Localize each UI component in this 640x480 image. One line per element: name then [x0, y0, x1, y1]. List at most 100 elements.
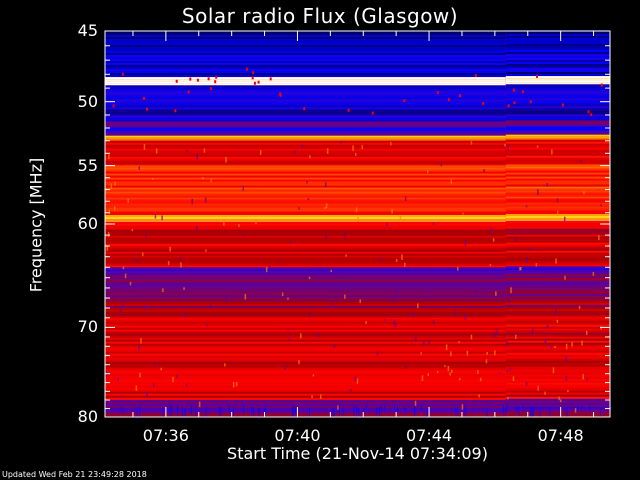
spectrogram-row — [105, 408, 506, 411]
spectrogram-speckle — [325, 203, 328, 208]
spectrogram-row — [105, 187, 506, 190]
spectrogram-row — [105, 357, 506, 360]
spectrogram-speckle — [529, 100, 532, 104]
spectrogram-row — [505, 182, 610, 185]
spectrogram-row — [105, 306, 506, 309]
spectrogram-speckle — [376, 407, 378, 416]
spectrogram-speckle — [459, 377, 461, 381]
spectrogram-speckle — [536, 74, 538, 78]
spectrogram-row — [105, 139, 506, 141]
spectrogram-row — [505, 274, 610, 277]
spectrogram-row — [505, 228, 610, 231]
spectrogram-row — [105, 160, 506, 163]
spectrogram-row — [105, 247, 506, 250]
spectrogram-speckle — [110, 183, 113, 190]
spectrogram-speckle — [464, 405, 466, 417]
spectrogram-speckle — [225, 156, 227, 163]
spectrogram-row — [505, 336, 610, 339]
spectrogram-speckle — [393, 319, 395, 323]
spectrogram-row — [105, 402, 506, 405]
spectrogram-row — [505, 204, 610, 207]
spectrogram-speckle — [288, 338, 290, 341]
spectrogram-row — [505, 252, 610, 255]
spectrogram-speckle — [167, 261, 170, 266]
spectrogram-row — [505, 407, 610, 410]
spectrogram-row — [505, 62, 610, 64]
spectrogram-speckle — [210, 87, 213, 91]
spectrogram-speckle — [242, 185, 244, 191]
spectrogram-row — [505, 378, 610, 381]
spectrogram-row — [505, 258, 610, 261]
spectrogram-row — [505, 368, 610, 371]
spectrogram-row — [505, 48, 610, 50]
spectrogram-speckle — [287, 327, 289, 331]
spectrogram-speckle — [196, 226, 198, 231]
spectrogram-speckle — [238, 223, 240, 227]
spectrogram-speckle — [486, 408, 488, 420]
spectrogram-speckle — [312, 374, 315, 377]
spectrogram-speckle — [344, 294, 346, 299]
spectrogram-row — [505, 202, 610, 205]
spectrogram-speckle — [361, 145, 363, 150]
spectrogram-speckle — [489, 264, 492, 267]
spectrogram-speckle — [485, 359, 488, 364]
spectrogram-row — [505, 382, 610, 385]
spectrogram-speckle — [546, 183, 548, 187]
spectrogram-row — [105, 397, 506, 400]
spectrogram-row — [105, 103, 506, 106]
spectrogram-speckle — [160, 367, 162, 371]
spectrogram-speckle — [610, 407, 612, 410]
spectrogram-row — [505, 34, 610, 36]
spectrogram-speckle — [186, 149, 188, 153]
x-tick-label: 07:36 — [142, 426, 189, 445]
spectrogram-row — [505, 126, 610, 129]
spectrogram-row — [105, 169, 506, 172]
spectrogram-speckle — [447, 366, 450, 372]
spectrogram-speckle — [177, 405, 179, 416]
spectrogram-row — [105, 371, 506, 374]
spectrogram-row — [505, 394, 610, 397]
spectrogram-row — [505, 82, 610, 85]
spectrogram-speckle — [413, 407, 415, 413]
spectrogram-speckle — [492, 238, 495, 242]
spectrogram-speckle — [174, 109, 177, 113]
spectrogram-row — [505, 76, 610, 79]
spectrogram-row — [105, 347, 506, 350]
spectrogram-speckle — [240, 288, 242, 293]
spectrogram-row — [105, 137, 506, 140]
x-tick-label: 07:40 — [274, 426, 321, 445]
spectrogram-speckle — [332, 407, 334, 418]
spectrogram-row — [505, 388, 610, 391]
spectrogram-speckle — [255, 219, 257, 225]
spectrogram-row — [105, 265, 506, 268]
spectrogram-speckle — [598, 235, 600, 241]
spectrogram-row — [505, 134, 610, 137]
spectrogram-row — [105, 221, 506, 224]
spectrogram-row — [505, 44, 610, 46]
spectrogram-speckle — [203, 148, 206, 153]
spectrogram-speckle — [309, 155, 311, 159]
spectrogram-speckle — [421, 375, 424, 381]
spectrogram-row — [505, 80, 610, 83]
spectrogram-row — [505, 166, 610, 169]
spectrogram-speckle — [143, 96, 145, 100]
spectrogram-speckle — [129, 281, 132, 286]
spectrogram-row — [105, 61, 506, 63]
spectrogram-row — [505, 78, 610, 81]
spectrogram-speckle — [461, 404, 464, 410]
spectrogram-row — [505, 159, 610, 162]
spectrogram-speckle — [121, 72, 124, 76]
spectrogram-row — [505, 354, 610, 357]
spectrogram-row — [105, 167, 506, 170]
spectrogram-speckle — [291, 407, 293, 419]
spectrogram-speckle — [423, 341, 425, 346]
spectrogram-speckle — [153, 383, 155, 388]
spectrogram-row — [505, 280, 610, 283]
spectrogram-speckle — [342, 407, 344, 417]
spectrogram-speckle — [607, 153, 609, 156]
spectrogram-row — [505, 222, 610, 225]
spectrogram-speckle — [531, 405, 533, 417]
spectrogram-speckle — [470, 334, 473, 340]
spectrogram-speckle — [354, 376, 357, 382]
spectrogram-row — [105, 189, 506, 192]
